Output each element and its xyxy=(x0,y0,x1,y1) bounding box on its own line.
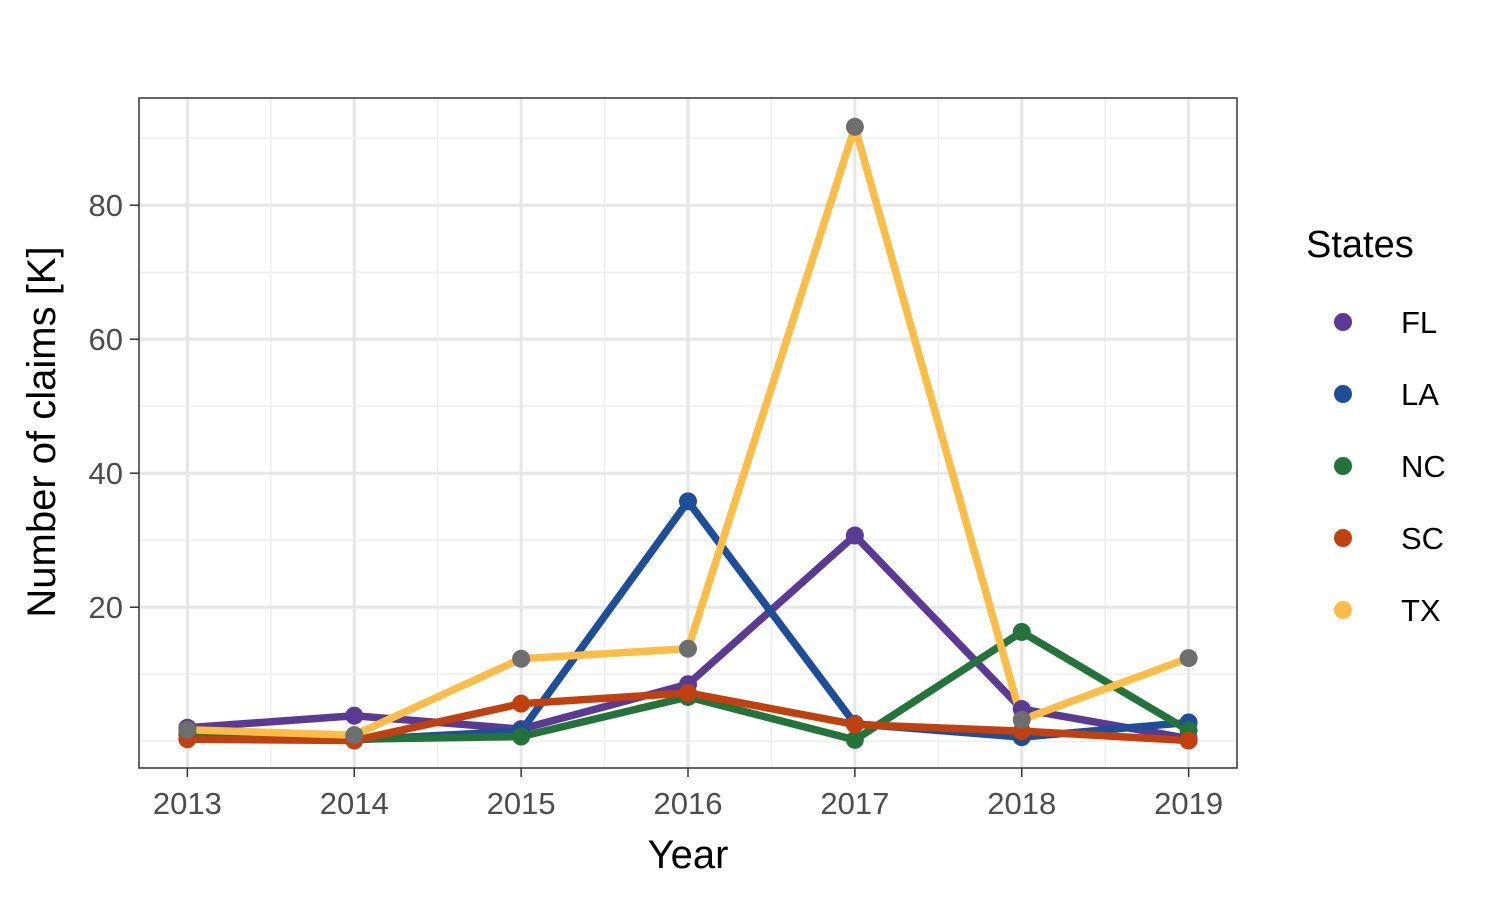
legend-label-tx: TX xyxy=(1401,593,1441,628)
data-point-tx xyxy=(345,726,364,745)
data-point-sc xyxy=(845,715,864,734)
legend-key-tx xyxy=(1334,601,1352,619)
data-point-tx xyxy=(845,117,864,136)
x-tick-label: 2016 xyxy=(654,786,723,821)
x-tick-label: 2017 xyxy=(820,786,889,821)
x-axis-title: Year xyxy=(648,833,729,877)
x-tick-label: 2015 xyxy=(487,786,556,821)
y-axis-title: Number of claims [K] xyxy=(20,246,64,617)
legend-key-sc xyxy=(1334,529,1352,547)
data-point-fl xyxy=(345,706,364,725)
data-point-tx xyxy=(1012,710,1031,729)
legend-label-nc: NC xyxy=(1401,449,1446,484)
data-point-tx xyxy=(512,649,531,668)
data-point-fl xyxy=(845,526,864,545)
data-point-nc xyxy=(512,727,531,746)
legend-title: States xyxy=(1306,224,1414,266)
data-point-tx xyxy=(178,720,197,739)
legend: States FL LA NC SC TX xyxy=(1306,224,1446,628)
y-tick-label: 80 xyxy=(89,188,123,223)
legend-label-sc: SC xyxy=(1401,521,1444,556)
legend-key-fl xyxy=(1334,313,1352,331)
y-tick-label: 20 xyxy=(89,590,123,625)
data-point-tx xyxy=(679,639,697,658)
series-points xyxy=(178,117,1198,750)
data-point-sc xyxy=(1179,731,1198,750)
data-point-sc xyxy=(512,694,531,713)
x-axis: 2013 2014 2015 2016 2017 2018 2019 xyxy=(153,768,1223,821)
legend-key-nc xyxy=(1334,457,1352,475)
data-point-sc xyxy=(679,683,697,702)
y-axis: 20 40 60 80 xyxy=(89,188,139,625)
data-point-tx xyxy=(1179,649,1198,668)
x-tick-label: 2013 xyxy=(153,786,222,821)
legend-key-la xyxy=(1334,385,1352,403)
data-point-la xyxy=(679,492,697,511)
x-tick-label: 2018 xyxy=(987,786,1056,821)
data-point-nc xyxy=(1012,622,1031,641)
y-tick-label: 40 xyxy=(89,456,123,491)
data-point-nc xyxy=(845,730,864,749)
legend-label-la: LA xyxy=(1401,377,1439,412)
x-tick-label: 2019 xyxy=(1154,786,1223,821)
y-tick-label: 60 xyxy=(89,322,123,357)
legend-label-fl: FL xyxy=(1401,305,1437,340)
x-tick-label: 2014 xyxy=(320,786,389,821)
